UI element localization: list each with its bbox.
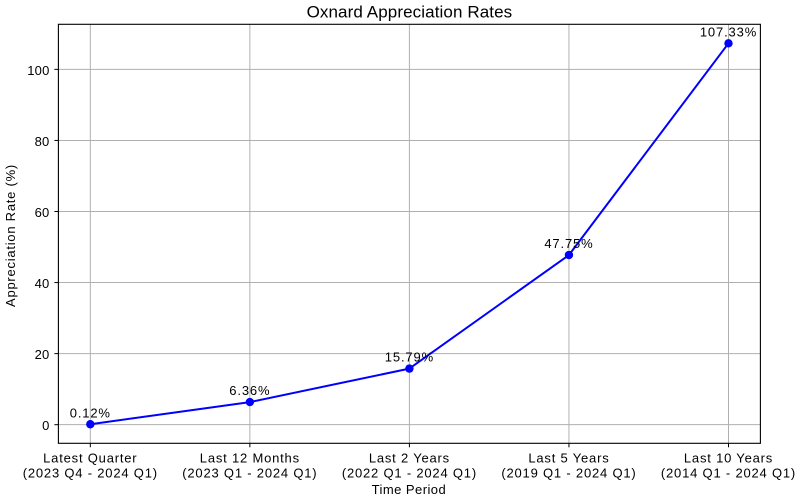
svg-text:100: 100 <box>27 63 49 78</box>
svg-text:Appreciation Rate (%): Appreciation Rate (%) <box>3 164 18 307</box>
svg-text:Last 5 Years: Last 5 Years <box>528 450 609 465</box>
svg-text:107.33%: 107.33% <box>700 24 757 39</box>
svg-text:6.36%: 6.36% <box>229 383 270 398</box>
svg-text:15.79%: 15.79% <box>385 350 434 365</box>
svg-text:0.12%: 0.12% <box>70 405 111 420</box>
svg-text:(2019 Q1 - 2024 Q1): (2019 Q1 - 2024 Q1) <box>501 465 636 480</box>
svg-text:20: 20 <box>35 347 50 362</box>
svg-text:(2014 Q1 - 2024 Q1): (2014 Q1 - 2024 Q1) <box>661 465 796 480</box>
svg-text:47.75%: 47.75% <box>544 236 593 251</box>
svg-text:80: 80 <box>35 134 50 149</box>
svg-text:0: 0 <box>42 418 49 433</box>
svg-text:Oxnard Appreciation Rates: Oxnard Appreciation Rates <box>307 2 513 21</box>
svg-text:Last 12 Months: Last 12 Months <box>200 450 300 465</box>
svg-text:Last 10 Years: Last 10 Years <box>684 450 773 465</box>
svg-text:(2022 Q1 - 2024 Q1): (2022 Q1 - 2024 Q1) <box>342 465 477 480</box>
svg-text:(2023 Q4 - 2024 Q1): (2023 Q4 - 2024 Q1) <box>23 465 158 480</box>
svg-text:60: 60 <box>35 205 50 220</box>
svg-text:(2023 Q1 - 2024 Q1): (2023 Q1 - 2024 Q1) <box>182 465 317 480</box>
svg-text:Last 2 Years: Last 2 Years <box>369 450 450 465</box>
svg-text:Latest Quarter: Latest Quarter <box>43 450 137 465</box>
svg-text:Time Period: Time Period <box>372 482 447 497</box>
svg-text:40: 40 <box>35 276 50 291</box>
